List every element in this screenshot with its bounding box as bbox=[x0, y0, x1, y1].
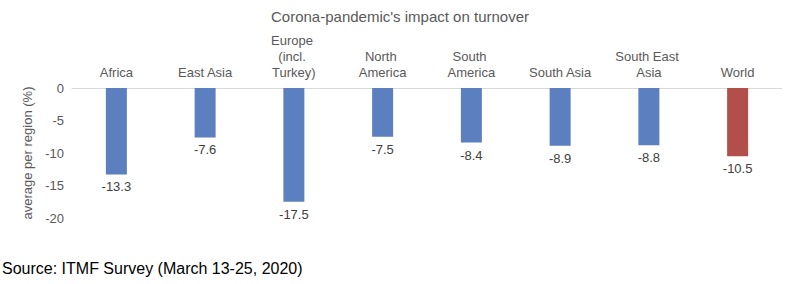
svg-text:-10: -10 bbox=[45, 146, 64, 161]
svg-text:-5: -5 bbox=[52, 113, 64, 128]
svg-text:Asia: Asia bbox=[636, 65, 662, 80]
svg-text:-15: -15 bbox=[45, 178, 64, 193]
svg-text:South East: South East bbox=[615, 49, 682, 64]
svg-text:World: World bbox=[721, 65, 755, 80]
svg-text:North: North bbox=[365, 49, 400, 64]
svg-text:South Asia: South Asia bbox=[529, 65, 592, 80]
svg-text:-7.5: -7.5 bbox=[371, 142, 393, 157]
svg-text:South: South bbox=[453, 49, 491, 64]
svg-text:Turkey): Turkey) bbox=[272, 65, 316, 80]
svg-text:-7.6: -7.6 bbox=[194, 142, 216, 157]
svg-text:(incl.: (incl. bbox=[278, 49, 309, 64]
svg-text:Africa: Africa bbox=[100, 65, 134, 80]
svg-text:average per region (%): average per region (%) bbox=[20, 87, 35, 220]
svg-text:-13.3: -13.3 bbox=[102, 179, 132, 194]
svg-text:America: America bbox=[359, 65, 407, 80]
svg-text:Europe: Europe bbox=[271, 33, 317, 48]
svg-text:America: America bbox=[448, 65, 496, 80]
svg-text:-8.8: -8.8 bbox=[638, 150, 660, 165]
svg-text:-20: -20 bbox=[45, 211, 64, 226]
svg-text:Corona-pandemic's impact on tu: Corona-pandemic's impact on turnover bbox=[271, 8, 529, 25]
svg-text:-10.5: -10.5 bbox=[723, 161, 753, 176]
svg-text:Source: ITMF Survey (March 13-: Source: ITMF Survey (March 13-25, 2020) bbox=[2, 260, 303, 277]
svg-text:-17.5: -17.5 bbox=[279, 207, 309, 222]
svg-text:-8.9: -8.9 bbox=[549, 151, 571, 166]
svg-text:-8.4: -8.4 bbox=[460, 148, 482, 163]
svg-text:East Asia: East Asia bbox=[178, 65, 233, 80]
svg-text:0: 0 bbox=[57, 81, 64, 96]
